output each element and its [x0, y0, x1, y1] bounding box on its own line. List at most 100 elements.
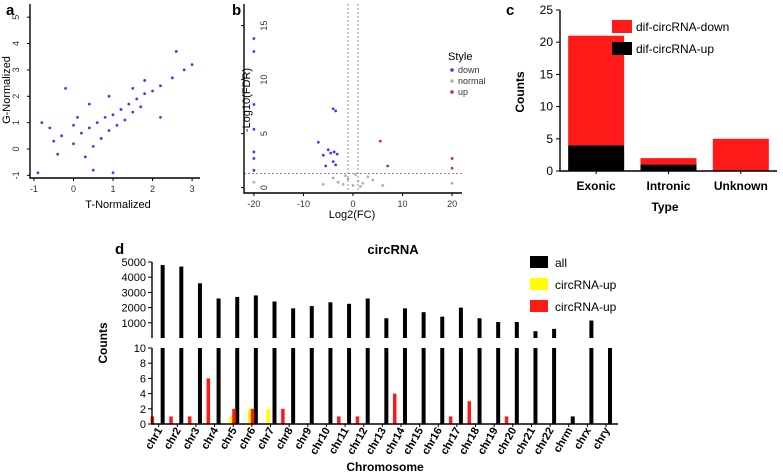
d-bar-up-red-chr18 — [467, 401, 472, 424]
point-a-36 — [159, 115, 162, 119]
d-bar-all-lower-chr17 — [458, 348, 463, 424]
d-bar-all-lower-chr15 — [421, 348, 426, 424]
point-b-27 — [361, 181, 365, 185]
a-ytick-label: -1 — [11, 171, 21, 179]
d-bar-all-upper-chr14 — [402, 308, 407, 338]
a-xtick-label: 2 — [150, 184, 155, 194]
point-a-37 — [143, 79, 147, 82]
d-xtick-label: chr5 — [218, 426, 240, 452]
point-b-19 — [450, 157, 454, 160]
d-xtick-label: chr4 — [199, 425, 221, 452]
point-b-17 — [324, 164, 328, 168]
point-a-10 — [135, 97, 139, 101]
c-xtick-label: Exonic — [576, 179, 616, 193]
c-legend-swatch-1 — [612, 42, 632, 55]
d-bar-up-yellow-chr6 — [247, 408, 252, 424]
point-b-10 — [326, 148, 330, 152]
d-bar-up-red-chr20 — [504, 416, 509, 424]
d-bar-all-lower-chrm — [570, 416, 575, 424]
point-b-36 — [354, 173, 357, 177]
d-bar-all-lower-chr8 — [291, 348, 296, 424]
d-bar-all-upper-chr1 — [160, 265, 165, 338]
point-b-33 — [252, 180, 256, 184]
d-bar-all-lower-chr18 — [477, 348, 482, 424]
b-xtick-label: 20 — [447, 199, 457, 209]
b-legend-label-normal: normal — [458, 76, 486, 86]
d-bar-all-lower-chr9 — [309, 348, 314, 424]
point-b-0 — [252, 37, 256, 40]
c-ytick-label: 5 — [546, 132, 553, 146]
d-bar-up-red-chr8 — [281, 408, 285, 424]
a-xtick-label: 0 — [71, 184, 76, 194]
d-legend-swatch-2 — [530, 300, 548, 312]
d-bar-all-upper-chr11 — [347, 303, 352, 338]
point-a-6 — [103, 115, 107, 119]
d-upper-ytick-label: 4000 — [122, 272, 146, 284]
point-b-5 — [252, 157, 256, 160]
panel-label-c: c — [506, 2, 514, 19]
d-xtick-label: chr1 — [143, 426, 165, 452]
d-bar-all-lower-chr21 — [533, 348, 538, 424]
point-a-38 — [56, 152, 60, 156]
d-bar-all-lower-chr10 — [328, 348, 333, 424]
c-ytick-label: 10 — [540, 100, 554, 114]
d-bar-all-lower-chrx — [589, 348, 594, 424]
point-a-18 — [40, 121, 44, 125]
point-a-31 — [131, 86, 135, 90]
point-a-7 — [111, 113, 115, 117]
c-ytick-label: 25 — [540, 3, 554, 17]
d-upper-ytick-label: 5000 — [122, 257, 146, 269]
d-bar-all-lower-chry — [608, 348, 613, 424]
d-bar-all-lower-chr22 — [552, 348, 557, 424]
panel-d-y-label: Counts — [96, 322, 110, 364]
c-bar-exonic-black — [568, 145, 625, 171]
panel-b-x-label: Log2(FC) — [329, 209, 375, 221]
point-a-2 — [72, 142, 75, 146]
d-bar-all-upper-chr18 — [477, 318, 482, 338]
point-b-11 — [329, 151, 333, 155]
point-b-16 — [334, 163, 338, 167]
d-bar-all-upper-chr21 — [533, 331, 538, 338]
point-b-15 — [331, 160, 335, 164]
panel-b: b -20 -10 0 10 20 0 5 10 15 Log2(FC) -Log10(FDR… — [232, 2, 486, 221]
a-ytick-label: 1 — [11, 120, 21, 125]
point-b-25 — [351, 184, 355, 187]
d-bar-up-red-chr5 — [232, 408, 236, 424]
point-a-3 — [79, 131, 83, 135]
d-upper-ytick-label: 1000 — [122, 318, 146, 330]
d-legend-swatch-1 — [530, 278, 548, 290]
d-upper-ytick-label: 3000 — [122, 287, 146, 299]
panel-c-legend: dif-circRNA-down dif-circRNA-up — [612, 20, 729, 56]
point-a-24 — [115, 123, 119, 127]
point-a-28 — [76, 115, 79, 119]
b-ytick-label: 15 — [259, 21, 269, 31]
panel-a-x-ticks: -1 0 1 2 3 — [30, 178, 195, 194]
d-bar-all-upper-chr8 — [291, 308, 296, 338]
d-bar-up-red-chr14 — [392, 393, 397, 424]
point-a-5 — [95, 121, 99, 125]
b-xtick-label: -20 — [247, 199, 260, 209]
d-bar-all-upper-chr10 — [328, 302, 333, 338]
d-xtick-label: chrx — [572, 425, 594, 452]
c-xtick-label: Intronic — [647, 179, 691, 193]
d-lower-ytick-label: 4 — [140, 389, 146, 401]
b-ytick-label: 0 — [259, 185, 269, 190]
c-legend-swatch-0 — [612, 20, 632, 33]
a-ytick-label: 0 — [11, 146, 21, 151]
d-xtick-label: chr7 — [255, 426, 277, 452]
b-xtick-label: 0 — [350, 199, 355, 209]
b-legend-label-up: up — [458, 87, 468, 97]
d-bar-up-red-chr4 — [206, 378, 211, 424]
a-ytick-label: 4 — [11, 41, 21, 46]
b-ytick-label: 5 — [259, 131, 269, 136]
point-b-22 — [336, 180, 340, 184]
point-b-18 — [378, 139, 382, 143]
point-b-9 — [316, 140, 320, 144]
c-ytick-label: 0 — [546, 164, 553, 178]
d-bar-up-red-chr3 — [187, 416, 192, 424]
point-b-20 — [450, 166, 454, 170]
d-bar-all-upper-chr9 — [309, 306, 314, 338]
a-ytick-label: 5 — [11, 15, 21, 20]
